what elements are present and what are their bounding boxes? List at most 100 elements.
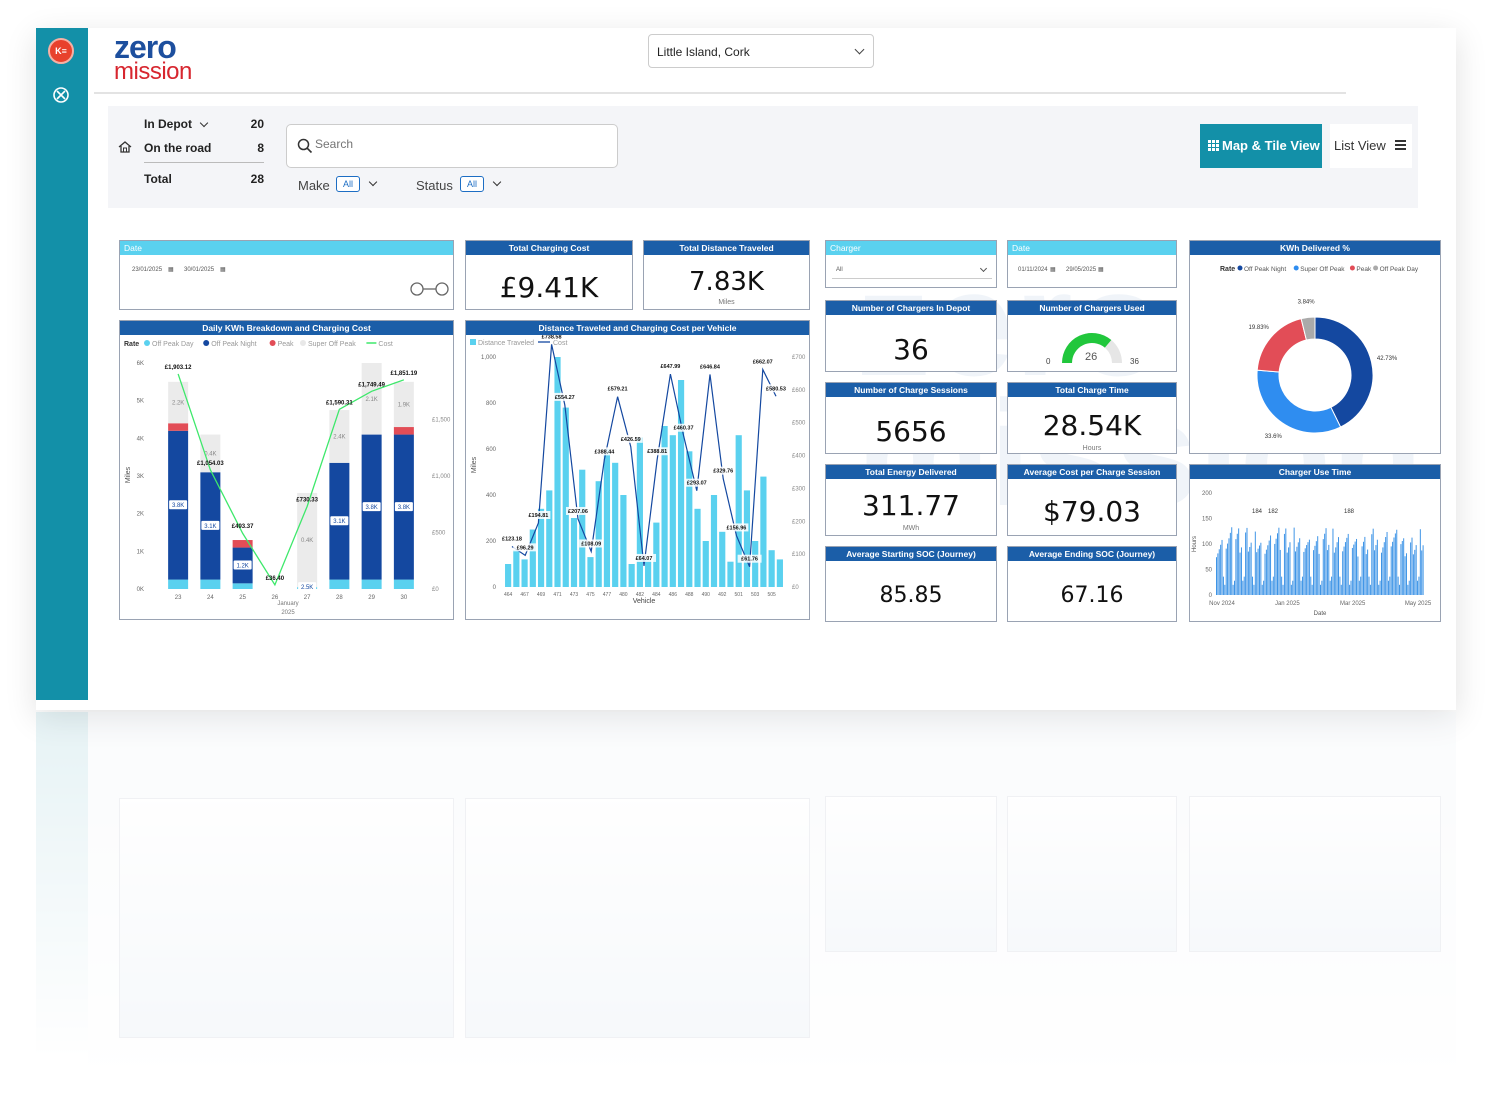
x-tick-label: 26: [272, 595, 279, 601]
date-from[interactable]: 23/01/2025: [132, 267, 163, 273]
use-time-bar: [1386, 531, 1388, 595]
range-slider[interactable]: [410, 281, 450, 297]
bar-label-box: [330, 516, 349, 526]
calendar-icon[interactable]: ▦: [168, 267, 174, 273]
date2-to[interactable]: 29/05/2025: [1066, 267, 1097, 273]
make-filter-value[interactable]: All: [336, 176, 361, 192]
avg-start-soc-value: 85.85: [879, 583, 943, 608]
calendar-icon[interactable]: ▦: [1050, 267, 1056, 273]
y-axis-label: Miles: [471, 456, 478, 473]
x-tick-label: 505: [767, 592, 776, 598]
distance-bar: [661, 426, 668, 587]
use-time-bar: [1292, 580, 1294, 595]
chevron-down-icon[interactable]: [492, 177, 502, 187]
use-time-bar: [1329, 580, 1331, 595]
distance-bar: [677, 380, 685, 587]
bar-label: 3.8K: [172, 503, 184, 509]
list-view-label: List View: [1334, 138, 1386, 153]
location-select[interactable]: Little Island, Cork: [648, 34, 874, 68]
charger-select[interactable]: All: [832, 263, 992, 279]
donut-slice: [1300, 316, 1316, 341]
distance-bar: [636, 437, 643, 587]
bar-label: 2.1K: [365, 397, 377, 403]
calendar-icon[interactable]: ▦: [1098, 267, 1104, 273]
use-time-bar: [1325, 528, 1327, 595]
use-time-bar: [1321, 580, 1323, 595]
map-tile-view-button[interactable]: Map & Tile View: [1200, 124, 1322, 168]
use-time-bar: [1221, 539, 1223, 595]
charger-slicer-card: Charger All: [825, 240, 997, 288]
total-distance-card: Total Distance Traveled 7.83K Miles: [643, 240, 810, 310]
y-tick-label: 800: [486, 401, 497, 407]
distance-bar: [776, 559, 783, 587]
use-time-bar: [1326, 550, 1328, 595]
total-label: Total: [144, 172, 172, 186]
use-time-bar: [1286, 552, 1288, 595]
total-charge-time-unit: Hours: [1082, 445, 1102, 452]
use-time-bar: [1300, 580, 1302, 595]
use-time-bar: [1256, 552, 1258, 595]
status-filter-value[interactable]: All: [460, 176, 485, 192]
total-energy-card: Total Energy Delivered 311.77 MWh: [825, 464, 997, 536]
use-time-bar: [1222, 576, 1224, 595]
use-time-bar: [1362, 541, 1364, 595]
grid-icon: [1208, 140, 1219, 151]
bar-label: 3.8K: [398, 505, 410, 511]
legend-swatch: [203, 340, 210, 346]
gauge-value: 26: [1085, 351, 1098, 363]
location-value: Little Island, Cork: [657, 45, 750, 59]
use-time-bar: [1253, 584, 1255, 595]
total-charge-time-title: Total Charge Time: [1008, 383, 1176, 397]
calendar-icon[interactable]: ▦: [220, 267, 226, 273]
chevron-down-icon[interactable]: [368, 177, 378, 187]
use-time-bar: [1392, 541, 1394, 595]
cost-data-label: £1,054.03: [197, 461, 224, 467]
dashboard-window: K≡ zero mission Little Island, Cork In D…: [36, 28, 1456, 710]
use-time-bar: [1411, 537, 1413, 595]
use-time-bar: [1277, 533, 1278, 595]
bar-label: 2.5K: [301, 585, 313, 591]
y-axis-label: Hours: [1192, 536, 1198, 552]
use-time-bar: [1350, 580, 1352, 595]
legend-label: Distance Traveled: [478, 340, 534, 347]
bar-label: 2.2K: [172, 401, 184, 407]
reflection-card: [1007, 796, 1177, 952]
bar-segment: [329, 579, 350, 589]
y-tick-label: 1,000: [481, 355, 497, 361]
distance-bar: [768, 550, 775, 587]
date-to[interactable]: 30/01/2025: [184, 267, 215, 273]
list-view-button[interactable]: List View: [1330, 124, 1412, 168]
in-depot-row[interactable]: In Depot 20: [144, 112, 264, 136]
reflection-card: [825, 796, 997, 952]
cost-label-box: [750, 357, 775, 366]
search-box[interactable]: [286, 124, 618, 168]
bar-segment: [393, 427, 414, 435]
x-axis-label: Vehicle: [633, 598, 656, 605]
settings-icon[interactable]: [52, 86, 70, 104]
vehicle-counts: In Depot 20 On the road 8 Total 28: [144, 112, 264, 191]
bar-label: 1.9K: [398, 402, 410, 408]
use-time-bar: [1270, 535, 1272, 595]
user-avatar[interactable]: K≡: [48, 38, 74, 64]
distance-bar: [727, 561, 734, 587]
use-time-bar: [1422, 545, 1424, 595]
distance-bar: [603, 449, 611, 587]
use-time-bar: [1254, 531, 1256, 595]
cost-label-box: [658, 362, 683, 371]
search-input[interactable]: [315, 137, 605, 151]
use-time-bar: [1238, 528, 1240, 595]
peak-label: 184: [1252, 509, 1263, 515]
use-time-bar: [1281, 576, 1283, 595]
use-time-bar: [1217, 553, 1219, 595]
bar-label: 3.1K: [204, 524, 216, 530]
window-reflection: [36, 712, 1456, 1072]
use-time-bar: [1246, 527, 1248, 595]
legend-swatch: [1349, 265, 1355, 271]
distance-bar: [529, 529, 536, 587]
use-time-bar: [1360, 576, 1362, 595]
zero-mission-logo: zero mission: [114, 29, 192, 85]
date2-from[interactable]: 01/11/2024: [1018, 267, 1048, 273]
x-tick-label: 473: [570, 592, 579, 598]
use-time-bar: [1389, 576, 1391, 595]
